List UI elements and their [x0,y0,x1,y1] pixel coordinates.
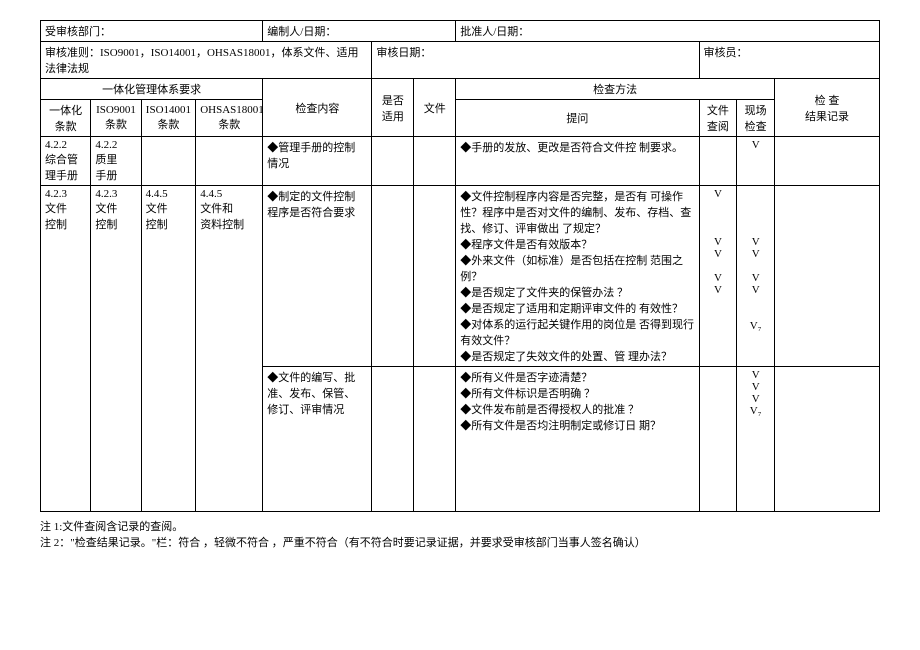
col-applicable: 是否 适用 [372,79,414,137]
note-1: 注 1:文件查阅含记录的查阅。 [40,518,880,534]
cell-question: ◆所有义件是否字迹清楚？ ◆所有文件标识是否明确 ？ ◆文件发布前是否得授权人的… [456,367,699,512]
header-row-2: 审核准则：ISO9001，ISO14001，OHSAS18001，体系文件、适用… [41,42,880,79]
cell-iso9001: 4.2.2 质里 手册 [91,137,141,186]
audit-criteria-label: 审核准则：ISO9001，ISO14001，OHSAS18001，体系文件、适用… [41,42,372,79]
cell-applicable [372,186,414,367]
cell-site-check: V V V V₇ [737,367,775,512]
cell-result [775,367,880,512]
cell-applicable [372,367,414,512]
audit-checklist-table: 受审核部门： 编制人/日期： 批准人/日期： 审核准则：ISO9001，ISO1… [40,20,880,512]
cell-content: ◆制定的文件控制 程序是否符合要求 [263,186,372,367]
col-header-row: 一体化 条款 ISO9001 条款 ISO14001 条款 OHSAS18001… [41,100,880,137]
note-2: 注 2："检查结果记录。"栏：符合 ，轻微不符合 ，严重不符合（有不符合时要记录… [40,534,880,550]
col-question: 提问 [456,100,699,137]
cell-document [414,186,456,367]
cell-doc-review [699,367,737,512]
cell-ohsas [196,137,263,186]
cell-document [414,137,456,186]
cell-question: ◆手册的发放、更改是否符合文件控 制要求。 [456,137,699,186]
cell-result [775,186,880,367]
cell-content: ◆文件的编写、批 准、发布、保管、 修订、评审情况 [263,367,372,512]
cell-iso9001: 4.2.3 文件 控制 [91,186,141,512]
cell-document [414,367,456,512]
header-row-1: 受审核部门： 编制人/日期： 批准人/日期： [41,21,880,42]
cell-question: ◆文件控制程序内容是否完整，是否有 可操作性？程序中是否对文件的编制、发布、存档… [456,186,699,367]
col-check-content: 检查内容 [263,79,372,137]
cell-site-check: V V V V V₇ [737,186,775,367]
group-system-req: 一体化管理体系要求 [41,79,263,100]
approved-by-label: 批准人/日期： [456,21,880,42]
cell-site-check: V [737,137,775,186]
col-ohsas18001-clause: OHSAS18001 条款 [196,100,263,137]
cell-doc-review [699,137,737,186]
col-site-check: 现场 检查 [737,100,775,137]
group-check-method: 检查方法 [456,79,775,100]
col-document: 文件 [414,79,456,137]
cell-integrated: 4.2.2 综合管 理手册 [41,137,91,186]
cell-applicable [372,137,414,186]
cell-ohsas: 4.4.5 文件和 资料控制 [196,186,263,512]
cell-iso14001 [141,137,196,186]
cell-integrated: 4.2.3 文件 控制 [41,186,91,512]
cell-doc-review: V V V V V [699,186,737,367]
col-iso9001-clause: ISO9001 条款 [91,100,141,137]
table-row: 4.2.3 文件 控制 4.2.3 文件 控制 4.4.5 文件 控制 4.4.… [41,186,880,367]
col-header-group-row: 一体化管理体系要求 检查内容 是否 适用 文件 检查方法 检 查 结果记录 [41,79,880,100]
audit-date-label: 审核日期： [372,42,699,79]
table-row: 4.2.2 综合管 理手册 4.2.2 质里 手册 ◆管理手册的控制 情况 ◆手… [41,137,880,186]
prepared-by-label: 编制人/日期： [263,21,456,42]
notes-section: 注 1:文件查阅含记录的查阅。 注 2："检查结果记录。"栏：符合 ，轻微不符合… [40,518,880,550]
col-iso14001-clause: ISO14001 条款 [141,100,196,137]
cell-content: ◆管理手册的控制 情况 [263,137,372,186]
cell-iso14001: 4.4.5 文件 控制 [141,186,196,512]
auditor-label: 审核员： [699,42,879,79]
audited-dept-label: 受审核部门： [41,21,263,42]
cell-result [775,137,880,186]
col-doc-review: 文件 查阅 [699,100,737,137]
col-integrated-clause: 一体化 条款 [41,100,91,137]
col-result-record: 检 查 结果记录 [775,79,880,137]
